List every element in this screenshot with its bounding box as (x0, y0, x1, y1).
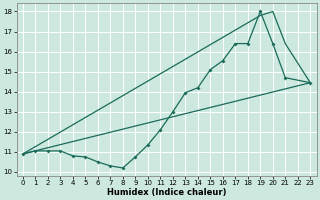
X-axis label: Humidex (Indice chaleur): Humidex (Indice chaleur) (107, 188, 226, 197)
